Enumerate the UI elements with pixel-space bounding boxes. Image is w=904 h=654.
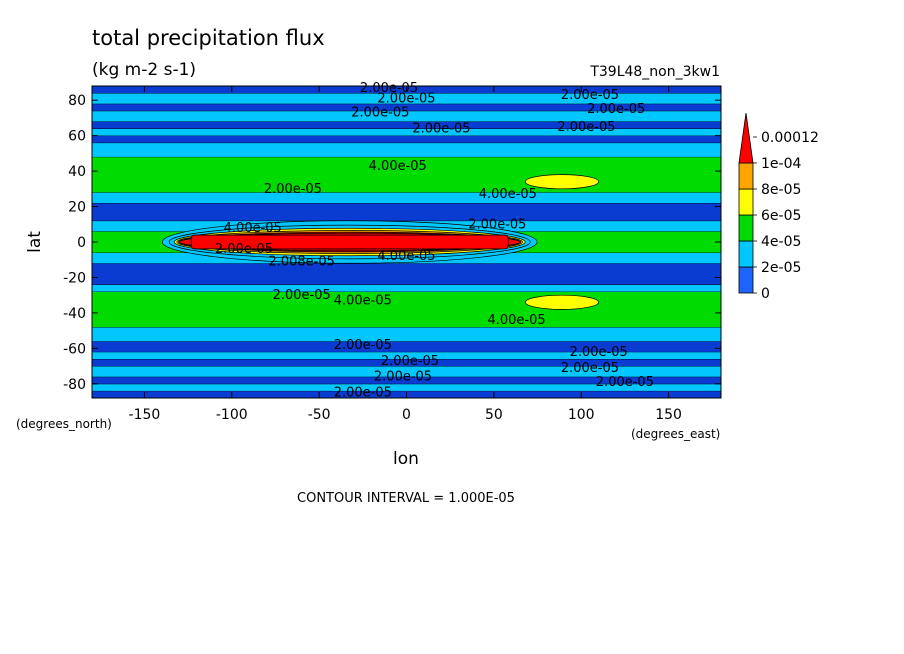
y-tick-label: -80	[63, 377, 86, 393]
zonal-band	[92, 135, 721, 143]
contour-label: 2.00e-05	[557, 120, 615, 135]
y-tick-label: 60	[68, 129, 86, 145]
legend-swatch	[738, 214, 754, 242]
zonal-band	[92, 142, 721, 157]
contour-label: 4.00e-05	[224, 221, 282, 236]
x-tick-label: -150	[129, 407, 161, 423]
contour-label: 2.00e-05	[596, 375, 654, 390]
zonal-band	[92, 351, 721, 359]
x-axis: -150 -100 -50 0 50 100 150	[129, 86, 682, 423]
y-tick-label: 20	[68, 200, 86, 216]
zonal-band	[92, 203, 721, 221]
y-tick-label: -20	[63, 270, 86, 286]
contour-label: 4.00e-05	[487, 313, 545, 328]
legend-label: 8e-05	[761, 182, 801, 198]
zonal-band	[92, 366, 721, 377]
contour-label: 2.00e-05	[468, 217, 526, 232]
x-tick-label: 150	[655, 407, 682, 423]
contour-label: 2.00e-05	[360, 81, 418, 96]
zonal-band	[92, 341, 721, 352]
contour-label: 2.00e-05	[570, 345, 628, 360]
zonal-band	[92, 376, 721, 384]
legend-swatch	[738, 112, 754, 164]
chart-units: (kg m-2 s-1)	[92, 60, 196, 80]
contour-label: 2.00e-05	[561, 88, 619, 103]
x-tick-label: -50	[308, 407, 331, 423]
chart-title: total precipitation flux	[92, 26, 325, 50]
zonal-band	[92, 192, 721, 203]
legend-label: 4e-05	[761, 234, 801, 250]
x-tick-label: 50	[485, 407, 503, 423]
nh-midlat-maximum	[524, 174, 600, 190]
zonal-band	[92, 263, 721, 285]
contour-label: 2.00e-05	[412, 122, 470, 137]
zonal-band	[92, 291, 721, 328]
contour-label: 2.00e-05	[334, 386, 392, 401]
y-axis: -80 -60 -40 -20 0 20 40 60 80	[63, 93, 721, 393]
contour-label: 2.00e-05	[377, 91, 435, 106]
zonal-band	[92, 383, 721, 391]
zonal-band	[92, 103, 721, 111]
contour-label: 2.00e-05	[561, 361, 619, 376]
y-tick-label: 80	[68, 93, 86, 109]
zonal-band	[92, 359, 721, 367]
contour-labels: 2.00e-052.00e-052.00e-052.00e-052.00e-05…	[215, 81, 654, 401]
plot-area	[92, 85, 721, 398]
legend-label: 0	[761, 286, 770, 302]
x-tick-label: 0	[402, 407, 411, 423]
zonal-band	[92, 121, 721, 129]
y-axis-label: lat	[25, 231, 45, 253]
legend-label: 6e-05	[761, 208, 801, 224]
zonal-band	[92, 156, 721, 193]
sh-midlat-maximum	[524, 294, 600, 310]
contour-label: 2.00e-05	[351, 106, 409, 121]
contour-label: 2.00e-05	[215, 242, 273, 257]
zonal-band	[92, 327, 721, 342]
contour-label: 2.00e-05	[334, 338, 392, 353]
x-axis-label: lon	[393, 449, 419, 469]
contour-label: 4.00e-05	[479, 187, 537, 202]
legend-swatch	[738, 162, 754, 190]
y-unit-label: (degrees_north)	[16, 417, 112, 431]
legend: 0 2e-05 4e-05 6e-05 8e-05 1e-04 0.00012	[738, 112, 819, 302]
run-label: T39L48_non_3kw1	[589, 64, 720, 80]
legend-swatch	[738, 266, 754, 294]
contour-label: 2.00e-05	[264, 182, 322, 197]
contour-label: 4.00e-05	[334, 294, 392, 309]
contour-label: 2.00e-05	[374, 370, 432, 385]
contour-label: 2.00e-05	[273, 288, 331, 303]
contour-label: 4.00e-05	[369, 159, 427, 174]
y-tick-label: 0	[77, 235, 86, 251]
contour-label: 4.00e-05	[377, 249, 435, 264]
legend-label: 0.00012	[761, 130, 819, 146]
contour-interval-text: CONTOUR INTERVAL = 1.000E-05	[297, 491, 515, 506]
x-unit-label: (degrees_east)	[631, 427, 720, 441]
equatorial-maximum-core	[190, 234, 509, 250]
contour-label: 2.008e-05	[268, 255, 334, 270]
legend-swatch	[738, 188, 754, 216]
contour-label: 2.00e-05	[381, 354, 439, 369]
legend-label: 1e-04	[761, 156, 801, 172]
contour-label: 2.00e-05	[587, 102, 645, 117]
zonal-band	[92, 93, 721, 104]
zonal-band	[92, 110, 721, 122]
y-tick-label: -40	[63, 306, 86, 322]
y-tick-label: 40	[68, 164, 86, 180]
x-tick-label: 100	[568, 407, 595, 423]
zonal-band	[92, 128, 721, 136]
legend-label: 2e-05	[761, 260, 801, 276]
legend-swatch	[738, 240, 754, 268]
zonal-band	[92, 284, 721, 292]
x-tick-label: -100	[216, 407, 248, 423]
y-tick-label: -60	[63, 341, 86, 357]
